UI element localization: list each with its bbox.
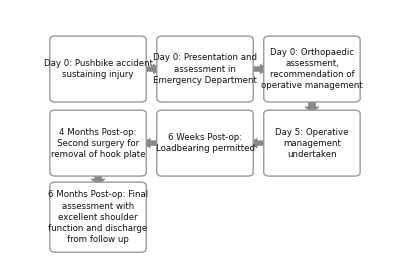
FancyBboxPatch shape: [50, 110, 146, 176]
Text: 4 Months Post-op:
Second surgery for
removal of hook plate: 4 Months Post-op: Second surgery for rem…: [51, 128, 145, 159]
FancyBboxPatch shape: [264, 36, 360, 102]
Polygon shape: [305, 98, 319, 113]
FancyBboxPatch shape: [157, 110, 253, 176]
Text: 6 Weeks Post-op:
Loadbearing permitted: 6 Weeks Post-op: Loadbearing permitted: [156, 133, 254, 153]
Polygon shape: [141, 138, 162, 148]
Polygon shape: [248, 64, 270, 74]
Text: 6 Months Post-op: Final
assessment with
excellent shoulder
function and discharg: 6 Months Post-op: Final assessment with …: [48, 191, 148, 244]
Text: Day 0: Pushbike accident
sustaining injury: Day 0: Pushbike accident sustaining inju…: [44, 59, 152, 79]
Polygon shape: [248, 138, 270, 148]
Polygon shape: [91, 172, 105, 185]
Polygon shape: [141, 64, 162, 74]
FancyBboxPatch shape: [50, 36, 146, 102]
FancyBboxPatch shape: [157, 36, 253, 102]
Text: Day 5: Operative
management
undertaken: Day 5: Operative management undertaken: [275, 128, 349, 159]
Text: Day 0: Orthopaedic
assessment,
recommendation of
operative management: Day 0: Orthopaedic assessment, recommend…: [261, 48, 363, 90]
FancyBboxPatch shape: [264, 110, 360, 176]
FancyBboxPatch shape: [50, 182, 146, 252]
Text: Day 0: Presentation and
assessment in
Emergency Department: Day 0: Presentation and assessment in Em…: [153, 53, 257, 85]
